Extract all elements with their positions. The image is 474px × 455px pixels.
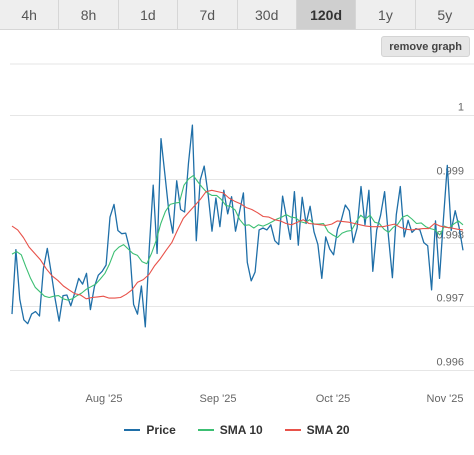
tab-1y[interactable]: 1y: [356, 0, 416, 29]
legend-item-sma20[interactable]: SMA 20: [284, 423, 350, 437]
x-tick-label: Oct '25: [316, 393, 351, 405]
tab-30d[interactable]: 30d: [238, 0, 297, 29]
y-tick-label: 1: [458, 102, 464, 114]
tab-120d[interactable]: 120d: [296, 0, 357, 29]
legend-swatch: [197, 429, 214, 431]
y-tick-label: 0.999: [436, 166, 464, 178]
legend-item-sma10[interactable]: SMA 10: [197, 423, 263, 437]
x-tick-label: Nov '25: [427, 393, 464, 405]
tab-7d[interactable]: 7d: [178, 0, 238, 29]
remove-graph-button[interactable]: remove graph: [381, 36, 470, 57]
sma20-line: [11, 189, 464, 300]
y-tick-label: 0.996: [436, 357, 464, 369]
sma10-line: [11, 175, 464, 301]
tab-8h[interactable]: 8h: [59, 0, 119, 29]
y-tick-label: 0.997: [436, 293, 464, 305]
x-tick-label: Aug '25: [86, 393, 123, 405]
tab-5y[interactable]: 5y: [437, 6, 453, 23]
tab-4h[interactable]: 4h: [0, 0, 60, 29]
y-tick-label: 0.998: [436, 230, 464, 242]
legend-label: SMA 10: [219, 423, 263, 437]
legend-label: SMA 20: [306, 423, 350, 437]
x-tick-label: Sep '25: [200, 393, 237, 405]
price-line: [11, 124, 464, 328]
chart-legend: Price SMA 10 SMA 20: [0, 420, 474, 440]
legend-swatch: [124, 429, 141, 431]
tab-1d[interactable]: 1d: [119, 0, 179, 29]
legend-item-price[interactable]: Price: [124, 423, 176, 437]
legend-label: Price: [146, 423, 176, 437]
timeframe-tabs: 4h 8h 1d 7d 30d 120d 1y 5y: [0, 0, 474, 30]
legend-swatch: [284, 429, 301, 431]
